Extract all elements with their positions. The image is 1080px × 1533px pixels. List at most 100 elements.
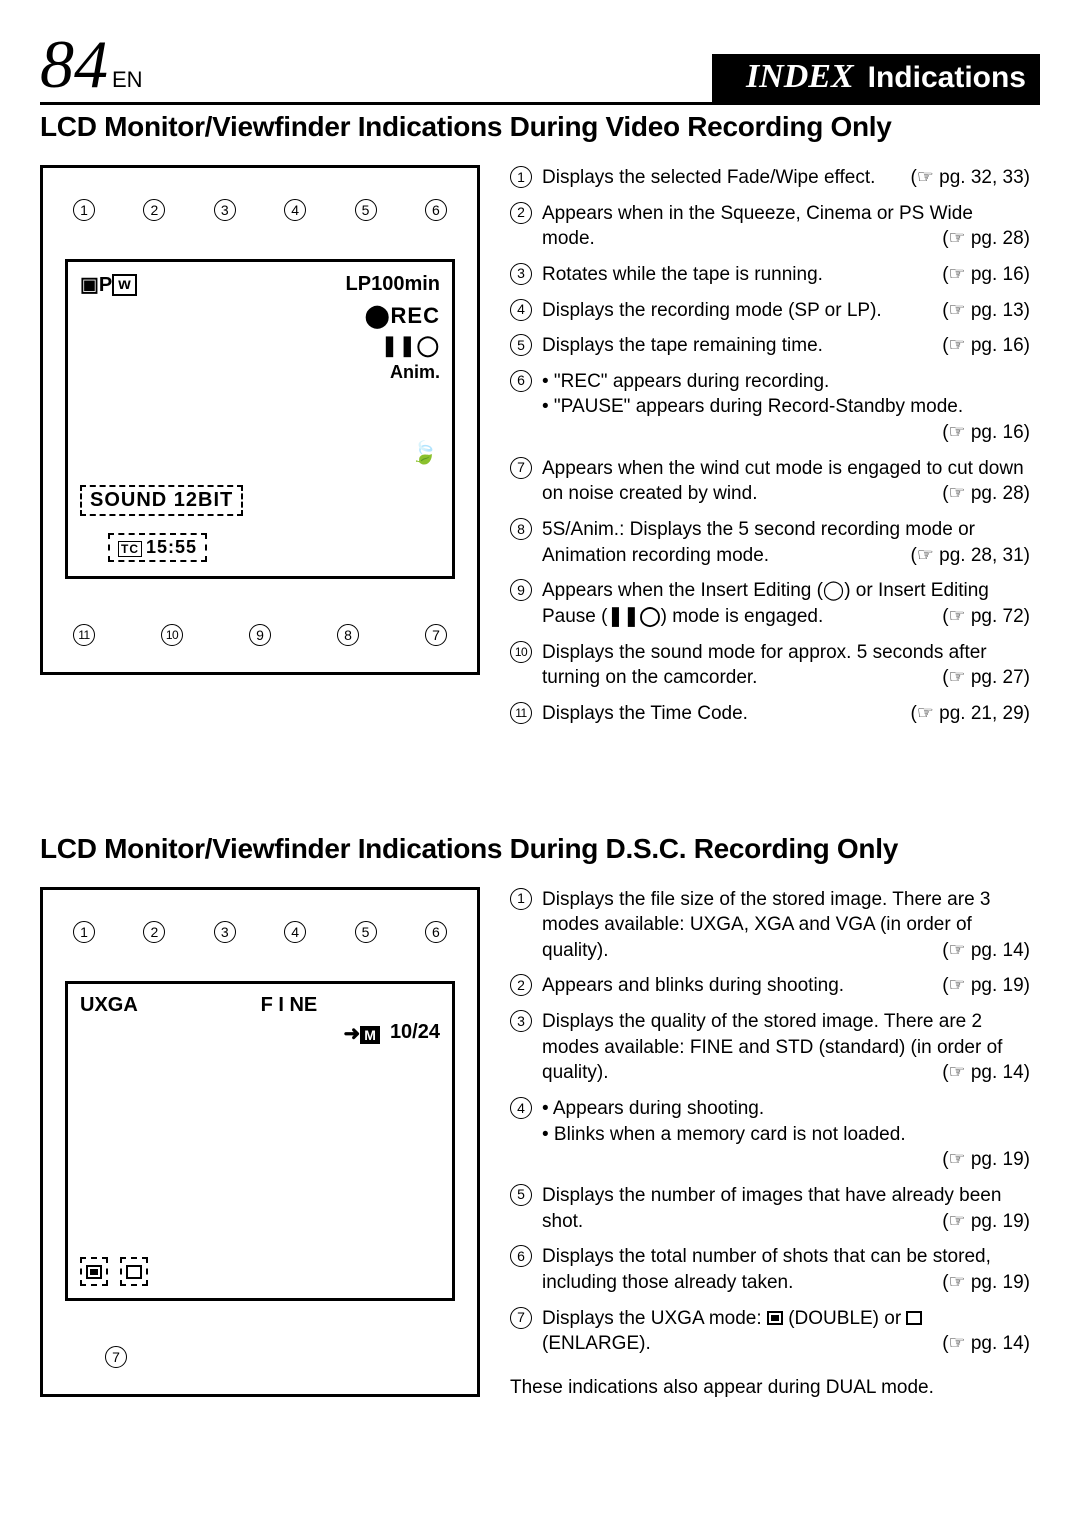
list-item: 3 Rotates while the tape is running. (☞ p… bbox=[510, 262, 1040, 288]
d2-callout-2: 2 bbox=[143, 921, 165, 943]
item-text: Displays the total number of shots that … bbox=[542, 1244, 1030, 1295]
item-number: 7 bbox=[510, 1307, 532, 1329]
diagram2-top-labels: 1 2 3 4 5 6 bbox=[65, 920, 455, 943]
list-item: 4• Appears during shooting.• Blinks when… bbox=[510, 1096, 1040, 1173]
wipe-icon: ▣P bbox=[80, 272, 112, 297]
page-ref: (☞ pg. 72) bbox=[942, 604, 1030, 630]
page-ref: (☞ pg. 28, 31) bbox=[911, 543, 1030, 569]
page-ref: (☞ pg. 13) bbox=[942, 298, 1030, 324]
item-number: 2 bbox=[510, 202, 532, 224]
uxga-text: UXGA bbox=[80, 994, 138, 1017]
section1-heading: LCD Monitor/Viewfinder Indications Durin… bbox=[40, 111, 1040, 143]
section2-body: 1 2 3 4 5 6 UXGA F I NE ➜M 10/24 7 bbox=[40, 887, 1040, 1401]
wide-icon: w bbox=[112, 274, 136, 296]
page-ref: (☞ pg. 16) bbox=[942, 333, 1030, 359]
item-text: • "REC" appears during recording.• "PAUS… bbox=[542, 369, 1030, 446]
item-number: 6 bbox=[510, 370, 532, 392]
list-item: 11 Displays the Time Code. (☞ pg. 21, 29) bbox=[510, 701, 1040, 727]
d2-callout-6: 6 bbox=[425, 921, 447, 943]
callout-7: 7 bbox=[425, 624, 447, 646]
uxga-mode-icons bbox=[80, 1257, 148, 1286]
page-ref: (☞ pg. 28) bbox=[942, 226, 1030, 252]
anim-text: Anim. bbox=[390, 362, 440, 382]
pause-insert-icon: ❚❚◯ bbox=[381, 335, 440, 357]
d2-callout-7: 7 bbox=[105, 1346, 127, 1368]
rec-text: REC bbox=[391, 303, 440, 328]
callout-10: 10 bbox=[161, 624, 183, 646]
d2-callout-4: 4 bbox=[284, 921, 306, 943]
page-ref: (☞ pg. 21, 29) bbox=[911, 701, 1030, 727]
list-item: 9 Appears when the Insert Editing (◯) or … bbox=[510, 578, 1040, 629]
list-item: 7 Displays the UXGA mode: (DOUBLE) or (EN… bbox=[510, 1306, 1040, 1357]
page-ref: (☞ pg. 19) bbox=[942, 973, 1030, 999]
item-text: Rotates while the tape is running. (☞ pg… bbox=[542, 262, 1030, 288]
title-sub: Indications bbox=[868, 61, 1026, 95]
section2-footnote: These indications also appear during DUA… bbox=[510, 1375, 1040, 1401]
page-ref: (☞ pg. 28) bbox=[942, 481, 1030, 507]
section2-list: 1 Displays the file size of the stored im… bbox=[510, 887, 1040, 1401]
d2-callout-5: 5 bbox=[355, 921, 377, 943]
list-item: 10 Displays the sound mode for approx. 5 … bbox=[510, 640, 1040, 691]
callout-4: 4 bbox=[284, 199, 306, 221]
callout-5: 5 bbox=[355, 199, 377, 221]
callout-11: 11 bbox=[73, 624, 95, 646]
page-ref: (☞ pg. 16) bbox=[942, 420, 1030, 446]
rec-icon: ⬤ bbox=[365, 303, 391, 328]
fine-text: F I NE bbox=[261, 994, 318, 1017]
arrow-m-icon: ➜M bbox=[344, 1021, 380, 1046]
page-ref: (☞ pg. 19) bbox=[942, 1270, 1030, 1296]
diagram-video: 1 2 3 4 5 6 ▣P w LP100min ⬤REC ❚❚◯ Anim.… bbox=[40, 165, 480, 675]
d2-callout-1: 1 bbox=[73, 921, 95, 943]
wind-icon: 🍃 bbox=[411, 440, 438, 466]
item-text: Displays the selected Fade/Wipe effect. … bbox=[542, 165, 1030, 191]
title-block: INDEX Indications bbox=[712, 54, 1040, 102]
lp-text: LP100min bbox=[346, 273, 440, 296]
item-text: Appears when the Insert Editing (◯) or I… bbox=[542, 578, 1030, 629]
sound-mode: SOUND 12BIT bbox=[80, 485, 243, 516]
diagram2-bot-labels: 7 bbox=[65, 1345, 455, 1368]
list-item: 3Displays the quality of the stored imag… bbox=[510, 1009, 1040, 1086]
item-number: 6 bbox=[510, 1245, 532, 1267]
item-number: 10 bbox=[510, 641, 532, 663]
item-number: 11 bbox=[510, 702, 532, 724]
section1-list: 1 Displays the selected Fade/Wipe effect.… bbox=[510, 165, 1040, 737]
diagram1-bot-labels: 11 10 9 8 7 bbox=[65, 623, 455, 646]
callout-1: 1 bbox=[73, 199, 95, 221]
page-ref: (☞ pg. 32, 33) bbox=[911, 165, 1030, 191]
timecode: TC15:55 bbox=[108, 533, 207, 562]
list-item: 1 Displays the selected Fade/Wipe effect.… bbox=[510, 165, 1040, 191]
page-num-wrap: 84 EN bbox=[40, 30, 143, 98]
list-item: 5 Displays the number of images that have… bbox=[510, 1183, 1040, 1234]
page-ref: (☞ pg. 14) bbox=[942, 938, 1030, 964]
list-item: 4Displays the recording mode (SP or LP).… bbox=[510, 298, 1040, 324]
lcd-screen-1: ▣P w LP100min ⬤REC ❚❚◯ Anim. 🍃 SOUND 12B… bbox=[65, 259, 455, 579]
item-text: Appears when the wind cut mode is engage… bbox=[542, 456, 1030, 507]
lang-code: EN bbox=[112, 67, 143, 93]
item-number: 4 bbox=[510, 299, 532, 321]
page-ref: (☞ pg. 19) bbox=[942, 1209, 1030, 1235]
page-ref: (☞ pg. 14) bbox=[942, 1331, 1030, 1357]
item-text: Displays the file size of the stored ima… bbox=[542, 887, 1030, 964]
item-number: 5 bbox=[510, 1184, 532, 1206]
list-item: 8 5S/Anim.: Displays the 5 second recordi… bbox=[510, 517, 1040, 568]
callout-6: 6 bbox=[425, 199, 447, 221]
item-text: Displays the UXGA mode: (DOUBLE) or (ENL… bbox=[542, 1306, 1030, 1357]
item-text: Displays the quality of the stored image… bbox=[542, 1009, 1030, 1086]
item-number: 7 bbox=[510, 457, 532, 479]
item-number: 1 bbox=[510, 888, 532, 910]
item-text: Displays the Time Code. (☞ pg. 21, 29) bbox=[542, 701, 1030, 727]
item-text: Displays the number of images that have … bbox=[542, 1183, 1030, 1234]
item-text: Appears when in the Squeeze, Cinema or P… bbox=[542, 201, 1030, 252]
item-number: 1 bbox=[510, 166, 532, 188]
item-number: 2 bbox=[510, 974, 532, 996]
item-text: Displays the sound mode for approx. 5 se… bbox=[542, 640, 1030, 691]
item-number: 9 bbox=[510, 579, 532, 601]
item-text: 5S/Anim.: Displays the 5 second recordin… bbox=[542, 517, 1030, 568]
diagram-dsc: 1 2 3 4 5 6 UXGA F I NE ➜M 10/24 7 bbox=[40, 887, 480, 1397]
list-item: 7 Appears when the wind cut mode is engag… bbox=[510, 456, 1040, 507]
item-number: 3 bbox=[510, 263, 532, 285]
diagram1-top-labels: 1 2 3 4 5 6 bbox=[65, 198, 455, 221]
item-number: 8 bbox=[510, 518, 532, 540]
item-number: 4 bbox=[510, 1097, 532, 1119]
callout-3: 3 bbox=[214, 199, 236, 221]
